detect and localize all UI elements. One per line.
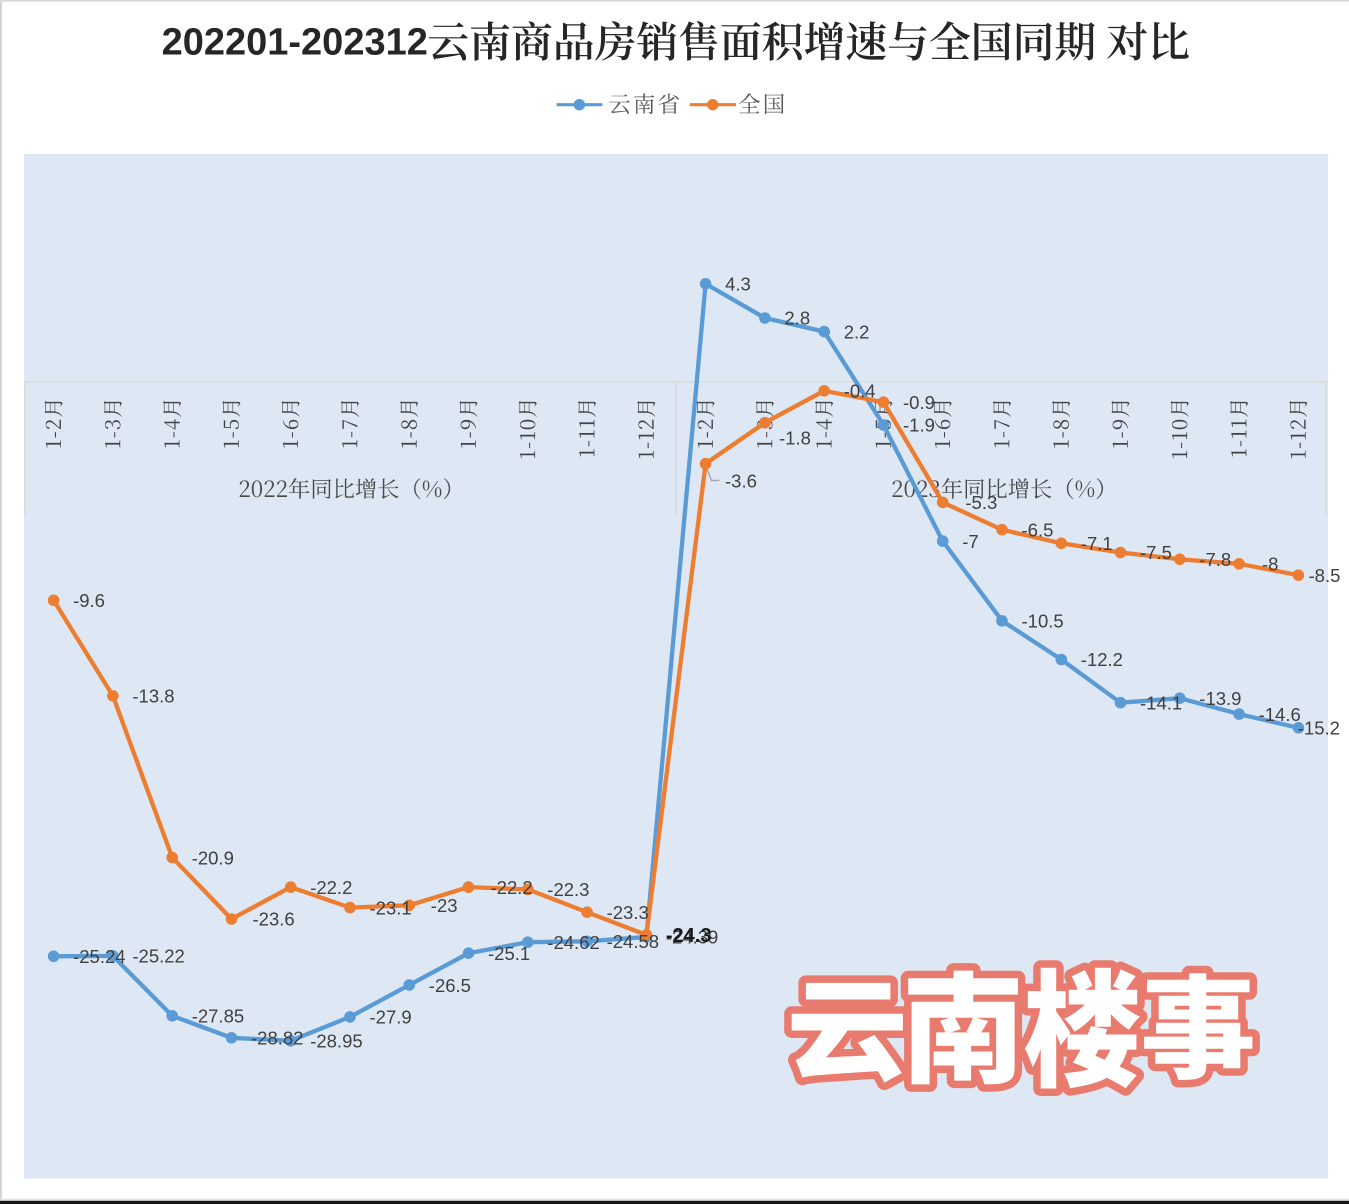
- svg-text:-27.9: -27.9: [370, 1007, 412, 1028]
- svg-text:-23.1: -23.1: [370, 897, 412, 918]
- svg-text:-26.5: -26.5: [429, 975, 471, 996]
- svg-text:-23.3: -23.3: [607, 902, 649, 923]
- svg-text:-6.5: -6.5: [1022, 519, 1054, 540]
- svg-text:2.8: 2.8: [784, 308, 810, 329]
- svg-text:-12.2: -12.2: [1081, 649, 1123, 670]
- svg-text:-1.9: -1.9: [903, 415, 935, 436]
- svg-text:-8: -8: [1262, 554, 1278, 575]
- svg-text:-25.22: -25.22: [132, 946, 184, 967]
- svg-text:-7.8: -7.8: [1199, 549, 1231, 570]
- svg-text:-28.82: -28.82: [251, 1028, 303, 1049]
- svg-text:-7: -7: [962, 531, 978, 552]
- svg-text:-15.2: -15.2: [1298, 718, 1340, 739]
- svg-text:-1.8: -1.8: [779, 428, 811, 449]
- svg-text:-10.5: -10.5: [1022, 611, 1064, 632]
- svg-text:-23.6: -23.6: [253, 909, 295, 930]
- svg-text:-14.6: -14.6: [1259, 704, 1301, 725]
- svg-text:-14.1: -14.1: [1140, 693, 1182, 714]
- svg-text:2.2: 2.2: [844, 321, 870, 342]
- svg-text:-25.1: -25.1: [488, 943, 530, 964]
- svg-text:-8.5: -8.5: [1309, 565, 1341, 586]
- svg-text:202201-202312: 202201-202312: [162, 22, 428, 64]
- svg-text:-9.6: -9.6: [73, 590, 105, 611]
- svg-text:-13.8: -13.8: [132, 686, 174, 707]
- svg-text:-24.62: -24.62: [547, 932, 599, 953]
- svg-text:-28.95: -28.95: [310, 1031, 362, 1052]
- svg-text:4.3: 4.3: [725, 274, 751, 295]
- svg-text:-24.3: -24.3: [666, 925, 712, 947]
- svg-text:-20.9: -20.9: [192, 847, 234, 868]
- svg-text:-0.4: -0.4: [844, 381, 876, 402]
- svg-text:-13.9: -13.9: [1199, 688, 1241, 709]
- svg-text:-27.85: -27.85: [192, 1006, 244, 1027]
- svg-text:-7.1: -7.1: [1081, 533, 1113, 554]
- svg-text:-22.3: -22.3: [547, 879, 589, 900]
- svg-text:-7.5: -7.5: [1140, 542, 1172, 563]
- svg-text:-24.58: -24.58: [607, 931, 659, 952]
- svg-text:-25.24: -25.24: [73, 946, 125, 967]
- svg-text:-22.2: -22.2: [310, 877, 352, 898]
- svg-text:-24.39: -24.39: [666, 927, 718, 948]
- svg-text:-22.2: -22.2: [491, 877, 533, 898]
- svg-text:-23: -23: [431, 895, 458, 916]
- svg-text:-0.9: -0.9: [903, 392, 935, 413]
- svg-text:-3.6: -3.6: [725, 471, 757, 492]
- svg-text:-5.3: -5.3: [965, 492, 997, 513]
